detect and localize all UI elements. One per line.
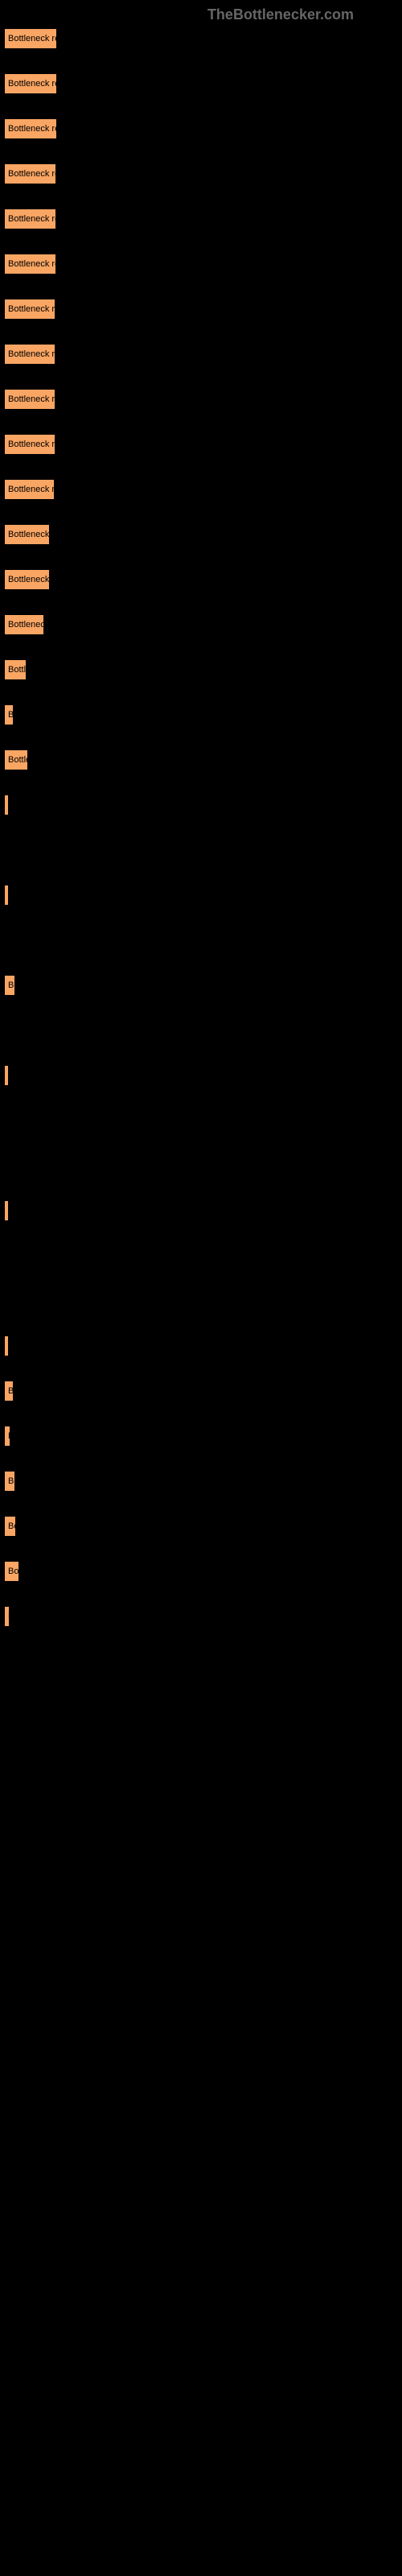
bar	[4, 1200, 9, 1221]
bar-label: Bo	[8, 1386, 14, 1396]
bar-row	[4, 795, 402, 815]
bar-row	[4, 1290, 402, 1311]
bar: Bottleneck re	[4, 479, 55, 500]
bar: B	[4, 885, 9, 906]
bar-label: B	[8, 890, 9, 900]
bar: Bottleneck r	[4, 569, 50, 590]
bar-label: Bottleneck res	[8, 440, 55, 449]
bar-row: B	[4, 1606, 402, 1627]
bar-label: Bottleneck resu	[8, 349, 55, 359]
bar-label: Bottleneck resu	[8, 394, 55, 404]
bar-row: Bo	[4, 975, 402, 996]
bar-label: Bo	[8, 980, 15, 990]
bar: Bo	[4, 1381, 14, 1402]
bar-chart: Bottleneck resu Bottleneck resul Bottlenec…	[0, 0, 402, 1627]
bar-label: Bott	[8, 1567, 19, 1576]
bar-row: Bottleneck resu	[4, 28, 402, 49]
bar-row: Bottleneck r	[4, 524, 402, 545]
bar-row	[4, 1335, 402, 1356]
bar-row	[4, 930, 402, 951]
bar-row: Bo	[4, 1471, 402, 1492]
bar: Bottleneck resu	[4, 163, 56, 184]
bar-row: Bo	[4, 1516, 402, 1537]
bar: B	[4, 1606, 10, 1627]
bar-label: Bottleneck resu	[8, 259, 56, 269]
bar-label: Bo	[8, 1476, 15, 1486]
bar: Bottleneck	[4, 614, 44, 635]
bar: Bottleneck resul	[4, 73, 57, 94]
bar-row: Bottleneck resu	[4, 254, 402, 275]
bar: Bottleneck resu	[4, 28, 57, 49]
bar	[4, 1335, 9, 1356]
bar: Bottleneck resu	[4, 254, 56, 275]
bar-row: B	[4, 885, 402, 906]
bar-row	[4, 840, 402, 861]
bar-row: Bottleneck r	[4, 569, 402, 590]
bar-row: Bottleneck re	[4, 479, 402, 500]
bar: Bo	[4, 1516, 16, 1537]
bar-row: Bo	[4, 704, 402, 725]
bar-label: Bottleneck re	[8, 485, 55, 494]
bar-label: Bottleneck r	[8, 575, 50, 584]
bar-row: Bottleneck res	[4, 434, 402, 455]
bar-label: Bottleneck resu	[8, 124, 57, 134]
bar-label: Bo	[8, 1521, 16, 1531]
bar: Bo	[4, 975, 15, 996]
bar-row	[4, 1065, 402, 1086]
bar-row: Bottleneck resul	[4, 73, 402, 94]
watermark-text: TheBottlenecker.com	[207, 6, 354, 23]
bar-row	[4, 1155, 402, 1176]
bar-row: Bottleneck resu	[4, 163, 402, 184]
bar-row	[4, 1200, 402, 1221]
bar: Bottle	[4, 749, 28, 770]
bar-row: Bottleneck resu	[4, 208, 402, 229]
bar-row: Bottler	[4, 659, 402, 680]
bar-row: Bottleneck resu	[4, 344, 402, 365]
bar-row: Bottleneck resu	[4, 118, 402, 139]
bar-label: Bottler	[8, 665, 27, 675]
bar: Bottleneck res	[4, 434, 55, 455]
bar-label: Bottleneck	[8, 620, 44, 630]
bar: Bottleneck r	[4, 524, 50, 545]
bar: Bottleneck resu	[4, 208, 56, 229]
bar: Bo	[4, 1471, 15, 1492]
bar-label: B	[8, 1612, 10, 1621]
bar-row: Bott	[4, 1561, 402, 1582]
bar-label: Bottleneck resu	[8, 304, 55, 314]
bar-row	[4, 1110, 402, 1131]
bar-label: Bottle	[8, 755, 28, 765]
bar-label: B	[8, 1431, 10, 1441]
bar-label: Bottleneck r	[8, 530, 50, 539]
bar: Bott	[4, 1561, 19, 1582]
bar-row: Bottleneck resu	[4, 389, 402, 410]
bar: Bo	[4, 704, 14, 725]
bar-row	[4, 1245, 402, 1266]
bar-row: Bo	[4, 1381, 402, 1402]
bar-label: Bottleneck resu	[8, 214, 56, 224]
bar: Bottleneck resu	[4, 118, 57, 139]
bar-row: Bottleneck	[4, 614, 402, 635]
bar-row: B	[4, 1426, 402, 1447]
bar	[4, 1065, 9, 1086]
bar: Bottleneck resu	[4, 389, 55, 410]
bar-label: Bottleneck resul	[8, 79, 57, 89]
bar-row: Bottleneck resu	[4, 299, 402, 320]
bar-label: Bottleneck resu	[8, 34, 57, 43]
bar-label: Bottleneck resu	[8, 169, 56, 179]
bar-row: Bottle	[4, 749, 402, 770]
bar: Bottler	[4, 659, 27, 680]
bar	[4, 795, 9, 815]
bar: Bottleneck resu	[4, 299, 55, 320]
bar-label: Bo	[8, 710, 14, 720]
bar-row	[4, 1020, 402, 1041]
bar: Bottleneck resu	[4, 344, 55, 365]
bar: B	[4, 1426, 10, 1447]
